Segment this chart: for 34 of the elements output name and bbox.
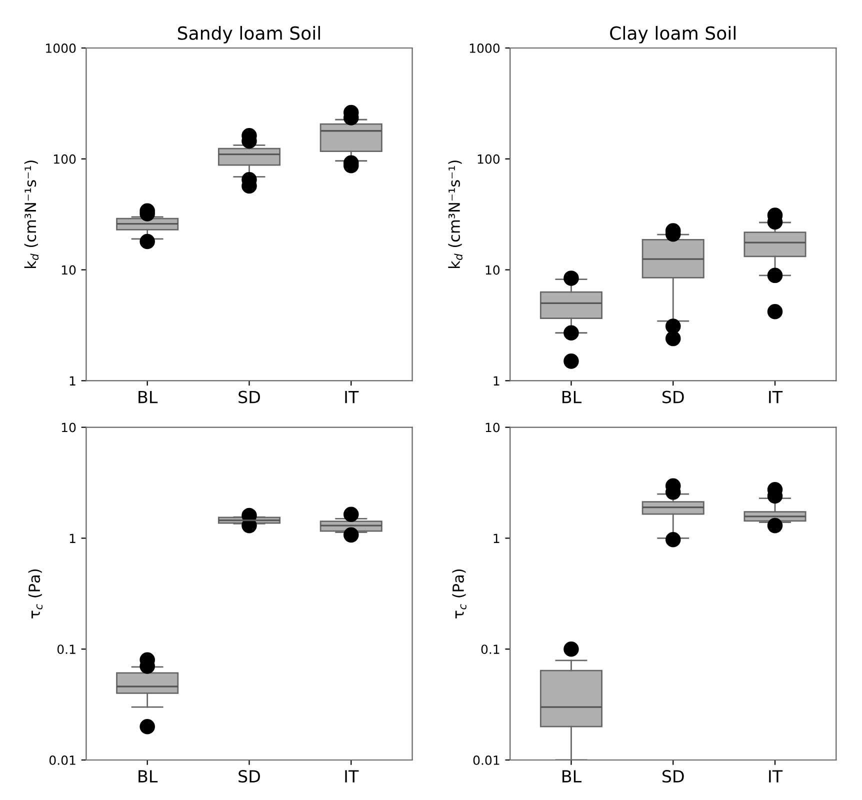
y-tick-label: 10: [62, 265, 76, 275]
y-tick-label: 1: [494, 534, 500, 543]
y-axis-title: k$_{d}$ (cm³N⁻¹s⁻¹): [448, 160, 462, 268]
x-tick-label: BL: [562, 770, 582, 782]
y-tick-label: 100: [478, 154, 500, 164]
x-tick-label: IT: [769, 770, 783, 782]
x-tick-label: SD: [662, 390, 684, 404]
y-tick-label: 1: [70, 376, 76, 386]
y-tick-label: 10: [62, 422, 76, 432]
y-tick-label: 10: [486, 265, 500, 275]
y-tick-label: 0.1: [57, 644, 76, 654]
y-tick-label: 0.01: [473, 755, 500, 765]
y-tick-label: 0.01: [49, 755, 76, 765]
y-axis-title: k$_{d}$ (cm³N⁻¹s⁻¹): [24, 160, 39, 268]
chart-title: Clay loam Soil: [610, 26, 736, 44]
y-axis-title: τ$_{c}$ (Pa): [452, 569, 466, 618]
x-tick-label: IT: [769, 390, 783, 404]
x-tick-label: IT: [345, 770, 359, 782]
y-tick-label: 0.1: [481, 644, 500, 654]
y-tick-label: 1000: [46, 43, 76, 53]
y-tick-label: 1: [70, 534, 76, 543]
chart-title: Sandy loam Soil: [178, 26, 320, 44]
y-axis-title: τ$_{c}$ (Pa): [28, 569, 43, 618]
x-tick-label: BL: [138, 770, 158, 782]
y-tick-label: 10: [486, 422, 500, 432]
y-tick-label: 1000: [470, 43, 500, 53]
x-tick-label: BL: [138, 390, 158, 404]
x-tick-label: SD: [238, 770, 260, 783]
y-tick-label: 100: [54, 154, 76, 164]
y-tick-label: 1: [494, 376, 500, 386]
x-tick-label: IT: [345, 390, 359, 404]
x-tick-label: BL: [562, 390, 582, 404]
x-tick-label: SD: [662, 770, 684, 783]
x-tick-label: SD: [238, 390, 260, 404]
